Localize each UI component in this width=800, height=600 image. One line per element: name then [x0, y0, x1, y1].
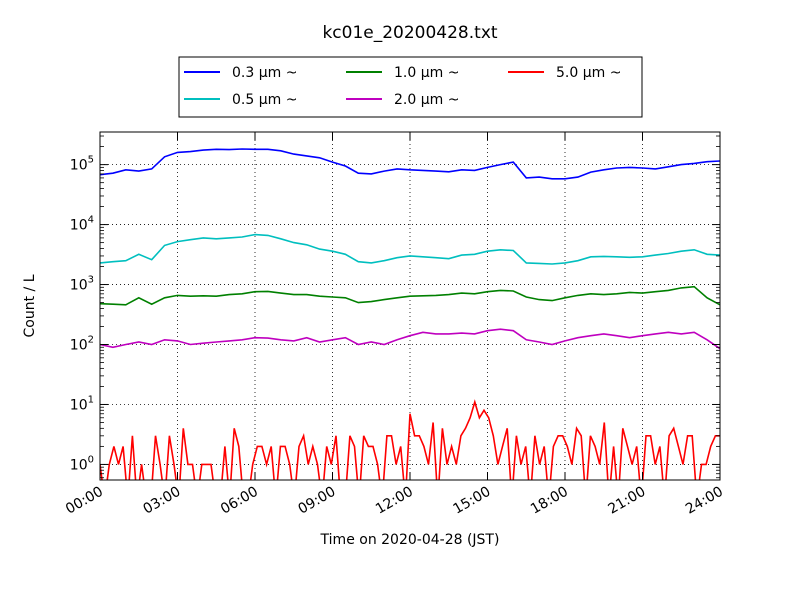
grid: [100, 132, 720, 480]
y-tick-base: 10: [70, 158, 88, 174]
series-lines: [99, 148, 721, 480]
y-tick-base: 10: [70, 218, 88, 234]
series-line-3: [99, 328, 721, 350]
y-tick-exponent: 0: [88, 454, 94, 465]
y-tick-base: 10: [70, 457, 88, 473]
y-tick-base: 10: [70, 338, 88, 354]
y-tick-exponent: 4: [88, 215, 94, 226]
legend-label: 0.5 μm ~: [232, 92, 297, 108]
y-tick-label: 102: [70, 335, 94, 354]
x-tick-label: 00:00: [63, 484, 106, 518]
legend-label: 2.0 μm ~: [394, 92, 459, 108]
y-tick-label: 103: [70, 275, 94, 294]
series-line-5um: [100, 399, 720, 480]
y-tick-exponent: 1: [88, 394, 94, 405]
y-tick-base: 10: [70, 397, 88, 413]
legend-box: [178, 56, 643, 118]
y-tick-label: 101: [70, 394, 94, 413]
x-tick-label: 03:00: [141, 484, 184, 518]
y-tick-exponent: 5: [88, 155, 94, 166]
x-tick-label: 21:00: [606, 484, 649, 518]
y-tick-label: 104: [70, 215, 94, 234]
x-tick-label: 06:00: [218, 484, 261, 518]
y-tick-base: 10: [70, 278, 88, 294]
legend-label: 0.3 μm ~: [232, 65, 297, 81]
legend-label: 1.0 μm ~: [394, 65, 459, 81]
x-tick-label: 15:00: [451, 484, 494, 518]
series-line-2: [99, 285, 721, 306]
y-axis-title: Count / L: [22, 274, 38, 337]
x-tick-label: 12:00: [373, 484, 416, 518]
y-tick-exponent: 3: [88, 275, 94, 286]
chart-title: kc01e_20200428.txt: [322, 23, 497, 43]
y-tick-exponent: 2: [88, 335, 94, 346]
y-tick-label: 100: [70, 454, 94, 473]
x-axis-title: Time on 2020-04-28 (JST): [320, 532, 500, 548]
legend-label: 5.0 μm ~: [556, 65, 621, 81]
series-line-1: [99, 233, 721, 265]
legend: 0.3 μm ~ 0.5 μm ~ 1.0 μm ~ 2.0 μm ~ 5.0 μm ~: [178, 56, 643, 118]
y-tick-label: 105: [70, 155, 94, 174]
series-line-0: [99, 148, 721, 180]
x-tick-label: 18:00: [528, 484, 571, 518]
x-tick-label: 09:00: [296, 484, 339, 518]
x-tick-label: 24:00: [683, 484, 726, 518]
